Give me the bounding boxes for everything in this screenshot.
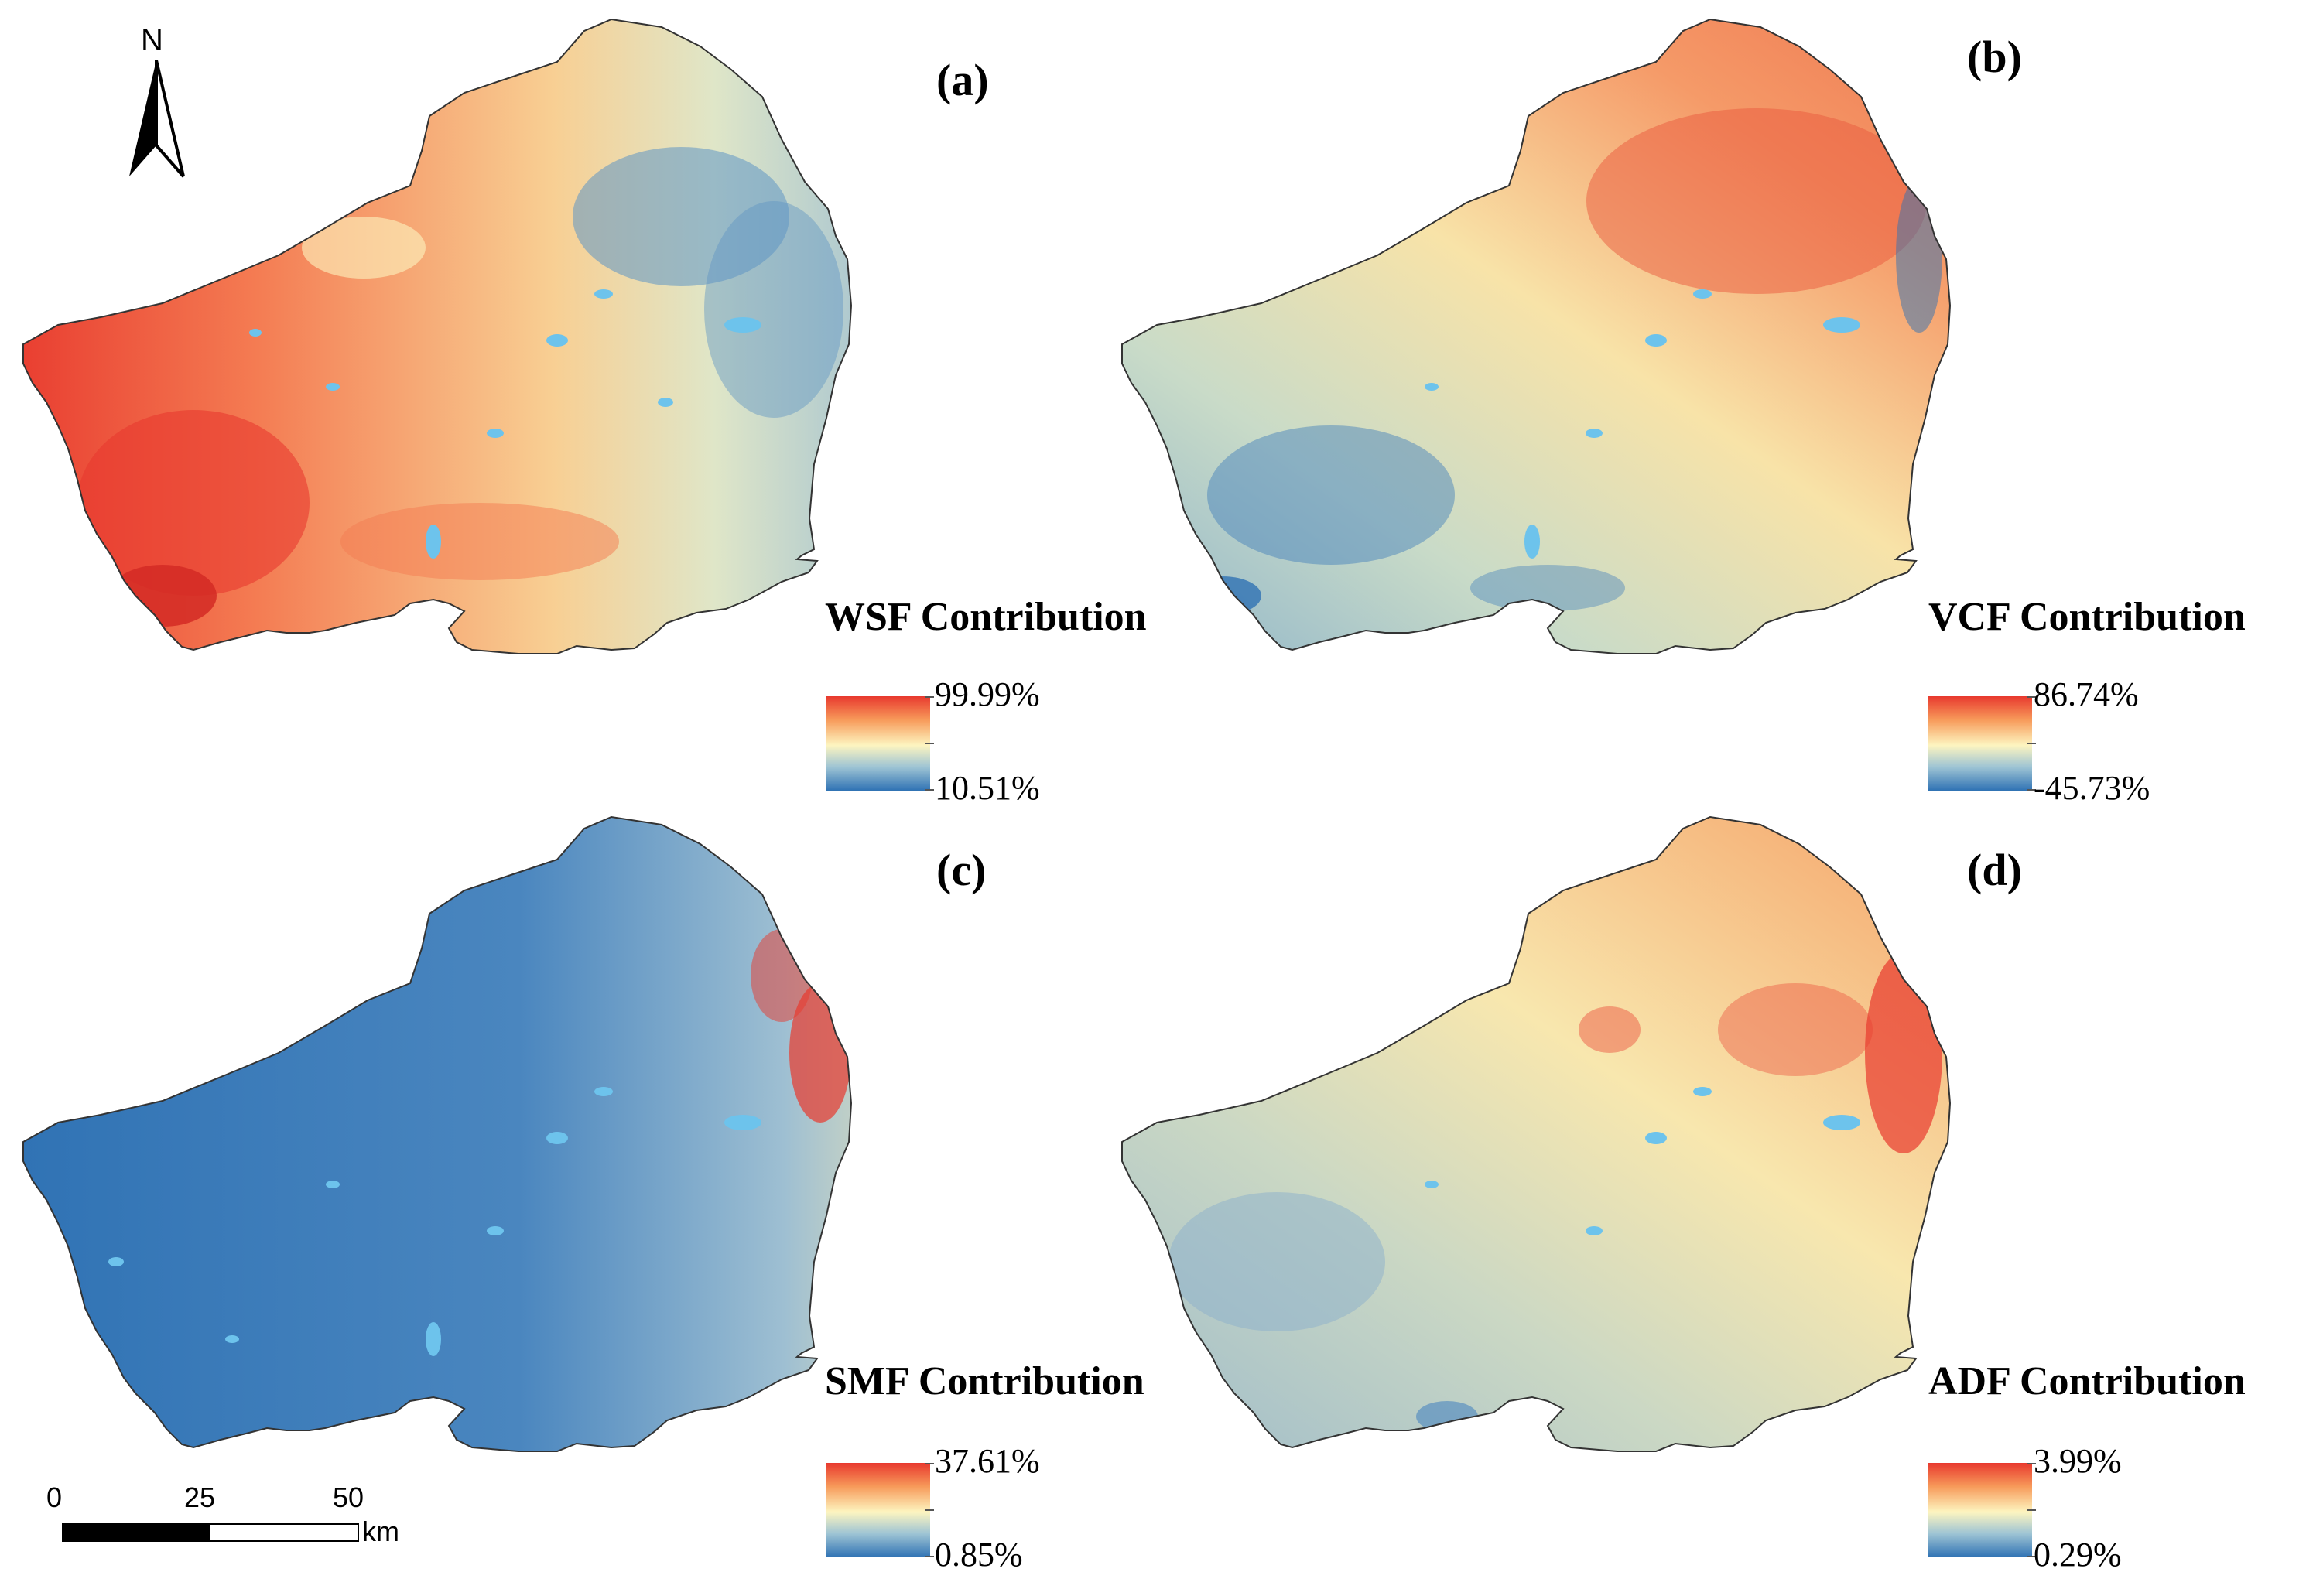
- legend-title-b: VCF Contribution: [1928, 595, 2246, 639]
- panel-label-d: (d): [1967, 845, 2022, 895]
- legend-min-c: 0.85%: [935, 1536, 1023, 1574]
- legend-tick-c: [925, 1463, 934, 1464]
- panel-label-b: (b): [1967, 32, 2022, 82]
- map-c: [22, 815, 853, 1452]
- legend-min-d: 0.29%: [2034, 1536, 2122, 1574]
- legend-tick-b: [2027, 743, 2036, 744]
- legend-tick-d: [2027, 1463, 2036, 1464]
- legend-max-c: 37.61%: [935, 1442, 1040, 1480]
- legend-tick-a: [925, 789, 934, 791]
- north-arrow-icon: [129, 60, 185, 178]
- legend-min-b: -45.73%: [2034, 769, 2150, 807]
- map-a: [22, 18, 853, 654]
- panel-c: (c) SMF Contribution 37.61% 0.85%: [0, 798, 1153, 1595]
- legend-title-a: WSF Contribution: [825, 595, 1147, 639]
- legend-tick-d: [2027, 1509, 2036, 1511]
- legend-tick-c: [925, 1509, 934, 1511]
- panel-b: (b) VCF Contribution 86.74% -45.73%: [1099, 0, 2252, 807]
- legend-colorbar-d: [1928, 1463, 2032, 1557]
- scale-bar-black-segment: [62, 1523, 212, 1542]
- legend-tick-c: [925, 1556, 934, 1557]
- panel-a: (a) WSF Contribution 99.99% 10.51%: [0, 0, 1153, 807]
- panel-label-a: (a): [936, 55, 989, 105]
- legend-max-b: 86.74%: [2034, 675, 2139, 713]
- scale-label-50: 50: [333, 1482, 364, 1513]
- scale-label-0: 0: [46, 1482, 63, 1513]
- map-d: [1121, 815, 1952, 1452]
- legend-tick-a: [925, 696, 934, 698]
- map-b: [1121, 18, 1952, 654]
- scale-label-25: 25: [184, 1482, 216, 1513]
- scale-unit: km: [362, 1516, 399, 1547]
- scale-bar-white-segment: [209, 1523, 359, 1542]
- legend-min-a: 10.51%: [935, 769, 1040, 807]
- legend-max-a: 99.99%: [935, 675, 1040, 713]
- legend-tick-a: [925, 743, 934, 744]
- legend-title-d: ADF Contribution: [1928, 1359, 2246, 1403]
- legend-max-d: 3.99%: [2034, 1442, 2122, 1480]
- panel-d: (d) ADF Contribution 3.99% 0.29%: [1099, 798, 2252, 1595]
- panel-label-c: (c): [936, 845, 987, 895]
- legend-colorbar-a: [826, 696, 930, 791]
- legend-tick-b: [2027, 696, 2036, 698]
- north-arrow-letter: N: [141, 23, 163, 57]
- legend-colorbar-c: [826, 1463, 930, 1557]
- legend-tick-d: [2027, 1556, 2036, 1557]
- legend-tick-b: [2027, 789, 2036, 791]
- legend-colorbar-b: [1928, 696, 2032, 791]
- legend-title-c: SMF Contribution: [825, 1359, 1144, 1403]
